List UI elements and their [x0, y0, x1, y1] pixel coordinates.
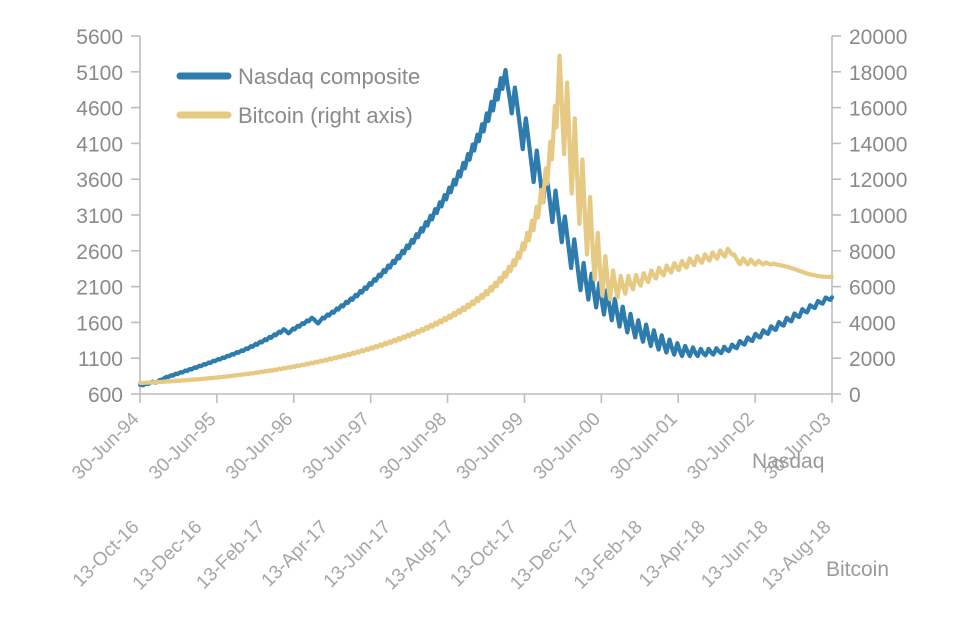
x-axis-group [139, 393, 833, 403]
left-tick-label: 5100 [76, 62, 123, 85]
top-axis-name-label: Nasdaq [752, 450, 824, 473]
right-tick-label: 20000 [849, 26, 907, 49]
right-tick-label: 8000 [849, 241, 896, 264]
right-axis-group: 0 2000 4000 6000 8000 10000 12000 14000 16000 180… [831, 26, 907, 407]
left-tick-label: 1600 [76, 312, 123, 335]
legend-label-nasdaq: Nasdaq composite [238, 64, 420, 89]
top-date-label: 30-Jun-96 [222, 409, 297, 484]
series-line-nasdaq-composite [137, 67, 835, 388]
bottom-date-label: 13-Feb-18 [570, 517, 647, 594]
left-tick-label: 3100 [76, 205, 123, 228]
top-date-label: 30-Jun-01 [606, 409, 681, 484]
right-tick-label: 2000 [849, 348, 896, 371]
bottom-x-axis-labels: 13-Oct-1613-Dec-1613-Feb-1713-Apr-1713-J… [69, 517, 836, 595]
left-tick-label: 5600 [76, 26, 123, 49]
bottom-date-label: 13-Feb-17 [193, 517, 270, 594]
bottom-date-label: 13-Apr-18 [635, 517, 710, 592]
bottom-date-label: 13-Dec-17 [506, 517, 584, 595]
bottom-date-label: 13-Apr-17 [258, 517, 333, 592]
right-tick-label: 10000 [849, 205, 907, 228]
right-tick-label: 12000 [849, 169, 907, 192]
legend: Nasdaq composite Bitcoin (right axis) [176, 64, 420, 128]
left-axis-ticks: 600 1100 1600 2100 2600 3100 3600 4100 4600 5100 5… [76, 26, 140, 407]
bottom-date-label: 13-Dec-16 [129, 517, 207, 595]
top-date-label: 30-Jun-02 [683, 409, 758, 484]
series-line-bitcoin [137, 53, 835, 385]
x-axis-ticks [139, 394, 833, 403]
series-paths [137, 53, 835, 388]
top-date-label: 30-Jun-99 [453, 409, 528, 484]
top-x-axis-labels: 30-Jun-94 30-Jun-95 30-Jun-96 30-Jun-97 30-J… [68, 408, 835, 484]
left-tick-label: 2600 [76, 241, 123, 264]
top-date-label: 30-Jun-00 [530, 409, 605, 484]
left-tick-label: 3600 [76, 169, 123, 192]
right-tick-label: 18000 [849, 62, 907, 85]
left-tick-label: 2100 [76, 277, 123, 300]
top-date-label: 30-Jun-95 [145, 409, 220, 484]
left-axis-group: 600 1100 1600 2100 2600 3100 3600 4100 4600 5100 5… [76, 26, 141, 407]
right-tick-label: 0 [849, 384, 861, 407]
left-tick-label: 600 [88, 384, 123, 407]
right-tick-label: 6000 [849, 277, 896, 300]
legend-label-bitcoin: Bitcoin (right axis) [238, 103, 413, 128]
bottom-date-label: 13-Aug-17 [380, 517, 458, 595]
bottom-axis-name-label: Bitcoin [826, 558, 889, 581]
left-tick-label: 1100 [78, 348, 123, 371]
bottom-date-label: 13-Aug-18 [758, 517, 836, 595]
right-tick-label: 4000 [849, 312, 896, 335]
top-date-label: 30-Jun-98 [376, 409, 451, 484]
right-tick-label: 16000 [849, 98, 907, 121]
right-axis-ticks: 0 2000 4000 6000 8000 10000 12000 14000 16000 180… [832, 26, 907, 407]
right-tick-label: 14000 [849, 133, 907, 156]
top-date-label: 30-Jun-97 [299, 409, 374, 484]
left-tick-label: 4100 [76, 133, 123, 156]
top-date-label: 30-Jun-94 [68, 408, 144, 484]
left-tick-label: 4600 [76, 98, 123, 121]
